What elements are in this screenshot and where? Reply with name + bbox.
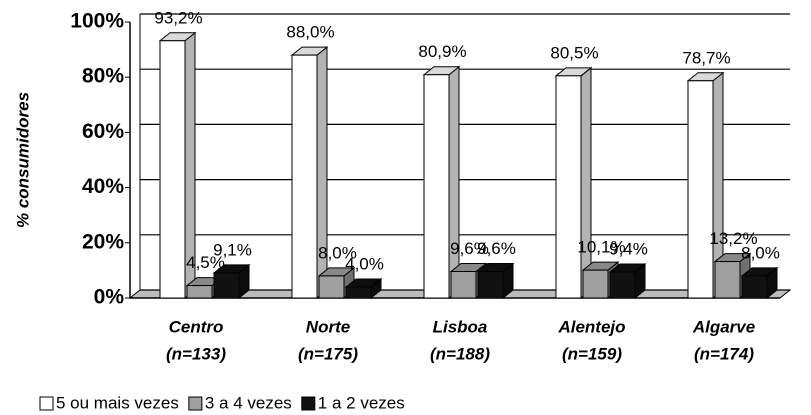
bar — [741, 275, 768, 299]
legend-swatch — [301, 396, 316, 411]
bar-side — [448, 65, 460, 300]
bar — [714, 261, 741, 299]
value-label: 8,0% — [318, 243, 357, 262]
value-label: 10,1% — [577, 238, 625, 257]
x-tick-sublabel: (n=188) — [430, 344, 490, 363]
value-label: 4,0% — [345, 254, 384, 273]
bar — [423, 74, 450, 299]
y-tick-label: 40% — [82, 175, 124, 198]
bar — [450, 271, 477, 299]
bar — [159, 40, 186, 299]
value-label: 8,0% — [741, 243, 780, 262]
y-tick-label: 20% — [82, 230, 124, 253]
value-label: 9,6% — [477, 239, 516, 258]
y-axis-label: % consumidores — [13, 92, 32, 228]
legend-label: 3 a 4 vezes — [205, 393, 292, 412]
x-tick-sublabel: (n=175) — [298, 344, 358, 363]
x-tick-label: Centro — [169, 317, 224, 336]
bar-side — [580, 66, 592, 300]
legend-label: 1 a 2 vezes — [318, 393, 405, 412]
x-tick-label: Algarve — [692, 317, 755, 336]
y-tick-label: 80% — [82, 65, 124, 88]
bar — [213, 272, 240, 299]
value-label: 88,0% — [286, 23, 334, 42]
value-label: 4,5% — [186, 253, 225, 272]
value-label: 78,7% — [682, 48, 730, 67]
legend-label: 5 ou mais vezes — [56, 393, 179, 412]
x-tick-sublabel: (n=133) — [166, 344, 226, 363]
value-label: 9,6% — [450, 239, 489, 258]
bar — [291, 54, 318, 299]
bar — [186, 285, 213, 299]
legend-swatch — [188, 396, 203, 411]
y-tick-label: 60% — [82, 120, 124, 143]
y-tick-label: 0% — [94, 286, 125, 309]
value-label: 9,1% — [213, 240, 252, 259]
bar — [345, 286, 372, 299]
x-tick-sublabel: (n=159) — [562, 344, 622, 363]
value-label: 80,5% — [550, 43, 598, 62]
x-tick-label: Norte — [306, 317, 350, 336]
bar — [582, 269, 609, 299]
bar — [609, 271, 636, 299]
x-tick-label: Alentejo — [557, 317, 625, 336]
bar — [477, 271, 504, 299]
bar — [555, 75, 582, 299]
bar — [318, 275, 345, 299]
legend-swatch — [39, 396, 54, 411]
value-label: 9,4% — [609, 240, 648, 259]
value-label: 13,2% — [709, 229, 757, 248]
value-label: 80,9% — [418, 42, 466, 61]
y-tick-label: 100% — [70, 10, 124, 33]
value-label: 93,2% — [154, 8, 202, 27]
x-tick-sublabel: (n=174) — [694, 344, 754, 363]
bar — [687, 80, 714, 299]
x-tick-label: Lisboa — [433, 317, 488, 336]
